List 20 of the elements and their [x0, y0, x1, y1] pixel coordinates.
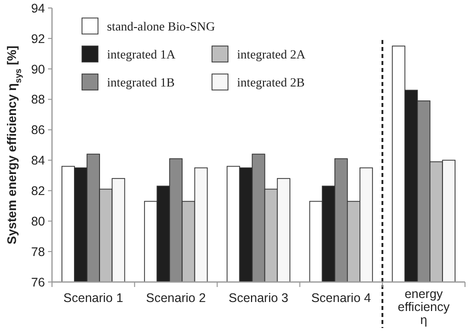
y-tick-label: 76	[31, 275, 46, 290]
legend-label: integrated 2A	[237, 47, 306, 62]
legend-label: stand-alone Bio-SNG	[107, 19, 215, 34]
x-tick-label: Scenario 2	[146, 291, 206, 305]
y-tick-label: 90	[31, 62, 46, 76]
x-tick-label: energy efficiency η	[398, 287, 450, 327]
y-tick-label: 84	[31, 154, 46, 168]
x-tick-label: Scenario 4	[311, 291, 372, 305]
y-tick-label: 80	[31, 214, 46, 228]
legend-label: integrated 1A	[107, 47, 176, 62]
y-tick-label: 88	[31, 92, 46, 107]
y-tick-label: 78	[31, 244, 46, 259]
legend-label: integrated 1B	[107, 75, 175, 90]
x-tick-label: Scenario 3	[228, 291, 288, 305]
legend-label: integrated 2B	[237, 75, 305, 90]
y-tick-label: 94	[31, 1, 46, 16]
y-tick-label: 82	[31, 184, 46, 198]
x-tick-label: Scenario 1	[63, 291, 124, 305]
y-tick-label: 86	[31, 123, 46, 138]
y-tick-label: 92	[31, 32, 46, 46]
